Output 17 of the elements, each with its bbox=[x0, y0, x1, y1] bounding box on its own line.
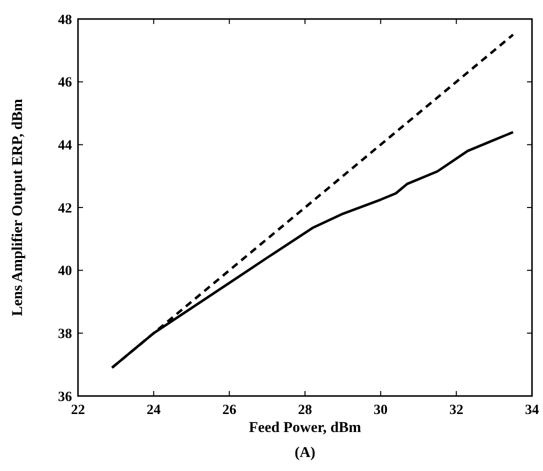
y-tick-label: 44 bbox=[58, 138, 72, 154]
y-tick-label: 40 bbox=[58, 264, 72, 280]
x-tick-label: 28 bbox=[298, 403, 312, 418]
y-tick-label: 48 bbox=[58, 12, 72, 28]
y-axis-title: Lens Amplifier Output ERP, dBm bbox=[10, 98, 26, 316]
y-tick-label: 38 bbox=[58, 327, 72, 342]
x-tick-label: 24 bbox=[146, 403, 161, 418]
y-tick-label: 36 bbox=[58, 390, 72, 405]
y-tick-label: 42 bbox=[58, 201, 72, 216]
text: (A) bbox=[294, 445, 316, 461]
x-axis-title: Feed Power, dBm bbox=[248, 420, 362, 436]
x-tick-label: 34 bbox=[525, 403, 539, 418]
y-tick-label: 46 bbox=[58, 76, 72, 91]
x-tick-label: 22 bbox=[71, 403, 85, 418]
x-tick-label: 32 bbox=[449, 403, 464, 418]
x-tick-label: 26 bbox=[222, 403, 236, 418]
x-tick-label: 30 bbox=[374, 403, 388, 418]
